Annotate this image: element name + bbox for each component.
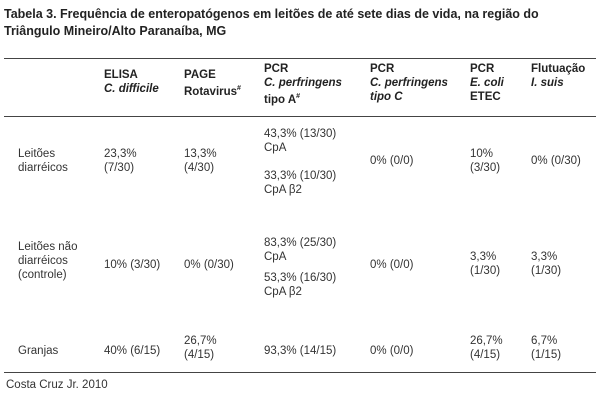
cell-r1-pcr-a: 43,3% (13/30) CpA 33,3% (10/30) CpA β2	[264, 128, 337, 196]
top-rule	[4, 58, 596, 59]
cell-r2-page: 0% (0/30)	[184, 259, 234, 271]
cell-r3-pcr-c: 0% (0/0)	[370, 345, 414, 357]
cell-r2-pcr-c: 0% (0/0)	[370, 259, 414, 271]
cell-r3-page: 26,7% (4/15)	[184, 335, 217, 361]
header-rule	[4, 116, 596, 117]
cell-r3-pcr-a: 93,3% (14/15)	[264, 345, 337, 357]
row-label-granjas: Granjas	[18, 345, 59, 357]
col-header-elisa: ELISA C. difficile	[104, 69, 159, 95]
title-line-1: Tabela 3. Frequência de enteropatógenos …	[4, 7, 539, 21]
table-title: Tabela 3. Frequência de enteropatógenos …	[4, 6, 594, 40]
bottom-rule	[4, 372, 596, 373]
source-note: Costa Cruz Jr. 2010	[6, 379, 108, 391]
cell-r3-flutuacao: 6,7% (1/15)	[531, 335, 562, 361]
col-header-flutuacao: Flutuação I. suis	[531, 63, 586, 89]
row-label-nao-diarreicos: Leitões não diarréicos (controle)	[18, 241, 78, 281]
cell-r2-flutuacao: 3,3% (1/30)	[531, 251, 562, 277]
cell-r1-ecoli: 10% (3/30)	[470, 148, 501, 174]
col-header-page: PAGE Rotavirus#	[184, 69, 241, 98]
col-header-pcr-c: PCR C. perfringens tipo C	[370, 63, 448, 103]
cell-r3-ecoli: 26,7% (4/15)	[470, 335, 503, 361]
cell-r2-ecoli: 3,3% (1/30)	[470, 251, 501, 277]
cell-r1-page: 13,3% (4/30)	[184, 148, 217, 174]
cell-r2-pcr-a: 83,3% (25/30) CpA 53,3% (16/30) CpA β2	[264, 237, 337, 298]
row-label-diarreicos: Leitões diarréicos	[18, 148, 68, 174]
col-header-ecoli: PCR E. coli ETEC	[470, 63, 504, 103]
col-header-pcr-a: PCR C. perfringens tipo A#	[264, 63, 342, 106]
cell-r1-elisa: 23,3% (7/30)	[104, 148, 137, 174]
title-line-2: Triângulo Mineiro/Alto Paranaíba, MG	[4, 24, 227, 38]
cell-r1-pcr-c: 0% (0/0)	[370, 155, 414, 167]
cell-r1-flutuacao: 0% (0/30)	[531, 155, 581, 167]
cell-r3-elisa: 40% (6/15)	[104, 345, 161, 357]
cell-r2-elisa: 10% (3/30)	[104, 259, 161, 271]
